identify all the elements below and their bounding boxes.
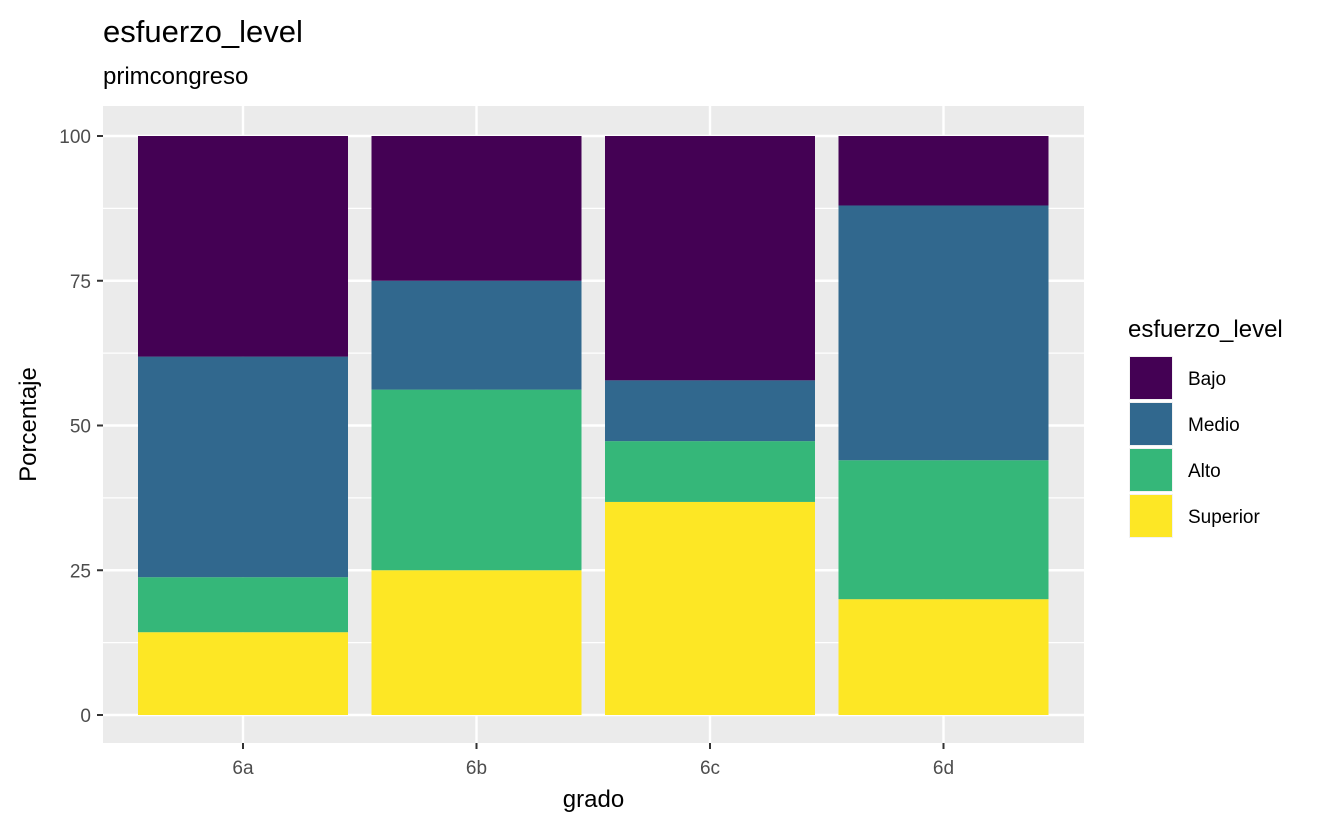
legend: Bajo Medio Alto Superior: [1129, 356, 1260, 538]
bar-6c-medio: [605, 380, 815, 442]
bar-6b-medio: [371, 280, 582, 390]
bar-6b-bajo: [371, 136, 582, 281]
x-tick-label: 6c: [700, 758, 720, 779]
bars: [138, 136, 1049, 715]
legend-title: esfuerzo_level: [1128, 316, 1283, 343]
bar-6b-alto: [371, 389, 582, 571]
y-tick-label: 50: [70, 417, 91, 438]
legend-label-superior: Superior: [1188, 507, 1260, 528]
bar-6a-alto: [138, 577, 348, 633]
x-tick-label: 6d: [933, 758, 954, 779]
x-tick-label: 6a: [232, 758, 254, 779]
chart-title: esfuerzo_level: [103, 14, 303, 49]
x-tick-label: 6b: [466, 758, 487, 779]
y-tick-label: 100: [59, 127, 91, 148]
legend-label-medio: Medio: [1188, 415, 1240, 436]
y-tick-label: 25: [70, 561, 91, 582]
bar-6b-superior: [371, 570, 582, 715]
bar-6d-medio: [838, 205, 1049, 461]
bar-6a-medio: [138, 356, 348, 578]
bar-6d-bajo: [838, 136, 1049, 206]
y-tick-label: 0: [80, 706, 91, 727]
chart-subtitle: primcongreso: [103, 63, 248, 90]
legend-swatch-superior: [1130, 495, 1172, 537]
x-axis: 6a 6b 6c 6d: [232, 743, 954, 779]
bar-6d-alto: [838, 460, 1049, 600]
legend-label-alto: Alto: [1188, 461, 1221, 482]
y-axis-title: Porcentaje: [15, 367, 42, 482]
bar-6a-bajo: [138, 136, 348, 357]
bar-6a-superior: [138, 632, 348, 715]
x-axis-title: grado: [563, 786, 624, 813]
legend-swatch-medio: [1130, 403, 1172, 445]
bar-6c-bajo: [605, 136, 815, 381]
legend-swatch-bajo: [1130, 357, 1172, 399]
bar-6c-superior: [605, 501, 815, 715]
legend-label-bajo: Bajo: [1188, 369, 1226, 390]
y-tick-label: 75: [70, 272, 91, 293]
bar-6c-alto: [605, 441, 815, 502]
y-axis: 0 25 50 75 100: [59, 127, 103, 727]
legend-swatch-alto: [1130, 449, 1172, 491]
bar-6d-superior: [838, 599, 1049, 715]
